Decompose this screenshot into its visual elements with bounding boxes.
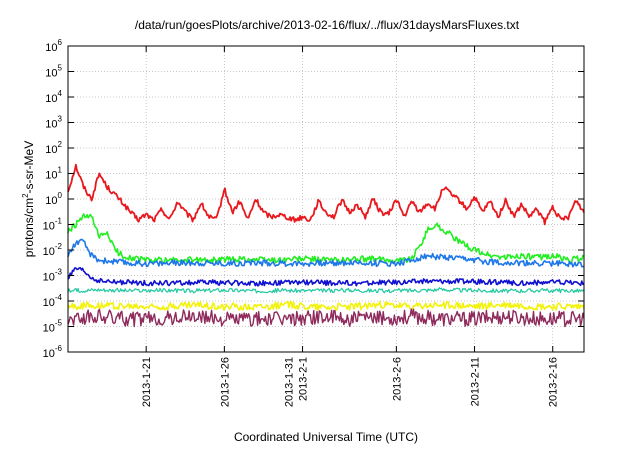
y-tick-label-base: 10 (45, 93, 57, 105)
x-tick-label: 2013-2-16 (548, 357, 560, 407)
y-tick-label-exp: -4 (55, 293, 63, 302)
y-tick-label: 100 (45, 191, 62, 207)
series-layer (67, 163, 585, 328)
y-tick-label: 101 (45, 166, 62, 182)
x-tick-label: 2013-2-11 (470, 357, 482, 406)
y-tick-label-exp: 1 (58, 166, 63, 175)
tick-layer: 10-610-510-410-310-210-11001011021031041… (43, 38, 584, 407)
y-tick-label-exp: 2 (58, 140, 63, 149)
y-tick-label-base: 10 (45, 144, 57, 156)
y-tick-label-base: 10 (43, 297, 55, 309)
grid-layer (68, 46, 584, 352)
y-tick-label: 10-1 (43, 217, 63, 233)
y-tick-label-exp: -3 (55, 268, 63, 277)
x-tick-label: 2013-2-6 (391, 357, 403, 401)
y-tick-label-exp: 0 (58, 191, 63, 200)
y-tick-label-base: 10 (45, 68, 57, 80)
y-tick-label: 10-5 (43, 319, 63, 335)
y-tick-label-exp: 4 (58, 89, 63, 98)
series-line-blue (67, 238, 585, 268)
y-tick-label-base: 10 (45, 195, 57, 207)
x-tick-label: 2013-1-31 (284, 357, 296, 407)
y-axis-title-suffix: -s-sr-MeV (22, 141, 36, 194)
y-tick-label-exp: -6 (55, 344, 63, 353)
y-tick-label: 10-6 (43, 344, 63, 360)
y-tick-label-base: 10 (43, 348, 55, 360)
y-tick-label-base: 10 (43, 272, 55, 284)
series-line-yellow (67, 300, 585, 311)
y-tick-label-exp: 5 (58, 64, 63, 73)
y-tick-label-base: 10 (45, 170, 57, 182)
x-axis-title: Coordinated Universal Time (UTC) (234, 430, 418, 444)
x-tick-label: 2013-2-1 (298, 357, 310, 401)
y-tick-label-base: 10 (45, 42, 57, 54)
series-line-maroon (67, 308, 585, 328)
y-tick-label: 104 (45, 89, 62, 105)
y-tick-label: 10-3 (43, 268, 63, 284)
series-line-teal (67, 287, 585, 294)
y-axis-title-prefix: protons/cm (22, 198, 36, 257)
x-tick-label: 2013-1-26 (219, 357, 231, 407)
series-line-navy (67, 266, 585, 287)
y-tick-label: 105 (45, 64, 62, 80)
y-tick-label-exp: 3 (58, 115, 63, 124)
y-tick-label-exp: -5 (55, 319, 63, 328)
y-tick-label-base: 10 (43, 221, 55, 233)
y-tick-label: 102 (45, 140, 62, 156)
y-tick-label: 10-4 (43, 293, 63, 309)
y-tick-label: 10-2 (43, 242, 63, 258)
series-line-green (67, 213, 585, 265)
y-axis-title: protons/cm2-s-sr-MeV (21, 141, 36, 257)
series-line-red (67, 163, 585, 226)
y-tick-label-base: 10 (43, 246, 55, 258)
y-axis-title-sup: 2 (21, 193, 30, 198)
y-tick-label: 103 (45, 115, 62, 131)
chart-title: /data/run/goesPlots/archive/2013-02-16/f… (135, 18, 520, 32)
y-tick-label-exp: -2 (55, 242, 63, 251)
y-tick-label-exp: -1 (55, 217, 63, 226)
y-tick-label-base: 10 (43, 323, 55, 335)
y-tick-label-exp: 6 (58, 38, 63, 47)
y-tick-label: 106 (45, 38, 62, 54)
y-tick-label-base: 10 (45, 119, 57, 131)
x-tick-label: 2013-1-21 (141, 357, 153, 407)
